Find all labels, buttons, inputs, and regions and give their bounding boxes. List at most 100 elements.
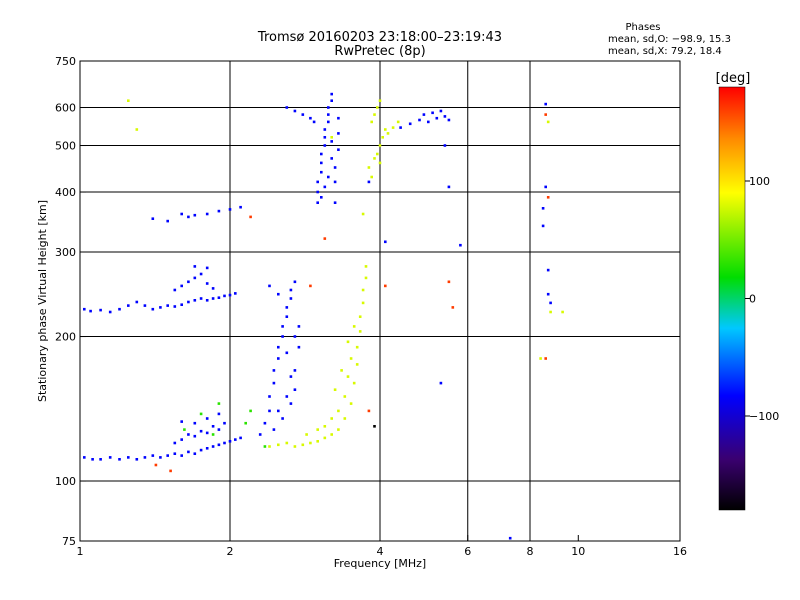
data-point — [223, 421, 226, 425]
data-point — [323, 144, 327, 147]
data-point — [539, 357, 542, 360]
data-point — [337, 148, 340, 151]
y-tick-label: 500 — [55, 140, 76, 153]
data-point — [330, 417, 333, 420]
chart-subtitle: RwPretec (8p) — [334, 44, 425, 59]
data-point — [211, 445, 215, 448]
data-point — [277, 345, 280, 349]
data-point — [378, 99, 382, 102]
data-point — [378, 161, 382, 165]
data-point — [187, 450, 190, 454]
data-point — [337, 428, 340, 431]
data-point — [293, 109, 297, 113]
data-point — [361, 212, 365, 216]
data-point — [272, 381, 276, 385]
data-point — [373, 113, 376, 116]
data-point — [199, 412, 203, 416]
data-point — [384, 240, 387, 244]
data-point — [187, 215, 190, 219]
axis-ticks: 1 2 4 6 8 10 16 75 100 200 300 400 500 600 750 — [55, 55, 687, 558]
data-point — [323, 185, 327, 189]
data-point — [91, 458, 94, 461]
data-point — [285, 306, 289, 309]
data-point — [193, 434, 197, 438]
data-point — [343, 395, 347, 398]
data-point — [151, 307, 155, 311]
data-point — [349, 357, 353, 360]
data-point — [263, 445, 267, 448]
data-point — [159, 456, 162, 459]
y-tick-label: 75 — [62, 535, 76, 548]
data-point — [316, 428, 319, 431]
data-point — [135, 458, 139, 461]
data-point — [544, 357, 547, 360]
data-point — [211, 297, 215, 300]
data-point — [285, 351, 289, 355]
data-point — [364, 276, 368, 280]
data-point — [223, 294, 226, 298]
data-point — [340, 369, 343, 372]
data-point — [355, 345, 359, 349]
data-point — [327, 106, 330, 109]
data-point — [285, 395, 289, 398]
data-point — [330, 157, 333, 160]
y-tick-label: 750 — [55, 55, 76, 68]
data-point — [330, 433, 333, 436]
colorbar — [718, 86, 746, 511]
data-point — [293, 445, 297, 448]
data-point — [378, 144, 382, 147]
data-point — [301, 113, 305, 116]
data-point — [205, 431, 209, 435]
data-point — [373, 157, 376, 160]
data-points — [83, 92, 564, 540]
data-point — [297, 325, 301, 328]
data-point — [546, 120, 550, 124]
data-point — [316, 180, 319, 184]
data-point — [309, 441, 312, 445]
data-point — [289, 288, 293, 292]
data-point — [289, 375, 293, 378]
data-point — [396, 120, 400, 124]
data-point — [447, 280, 451, 284]
data-point — [83, 307, 86, 311]
data-point — [173, 305, 177, 308]
data-point — [297, 345, 301, 349]
x-tick-label: 6 — [464, 545, 471, 558]
data-point — [343, 417, 347, 420]
data-point — [427, 120, 430, 124]
data-point — [544, 102, 547, 106]
data-point — [285, 106, 289, 109]
stats-x-mode: mean, sd,X: 79.2, 18.4 — [608, 46, 722, 57]
data-point — [312, 120, 316, 124]
data-point — [333, 388, 337, 391]
data-point — [277, 357, 280, 360]
data-point — [352, 325, 356, 328]
data-point — [83, 456, 86, 459]
data-point — [320, 152, 323, 156]
data-point — [166, 304, 169, 307]
data-point — [244, 421, 247, 425]
x-tick-label: 1 — [77, 545, 84, 558]
data-point — [277, 443, 280, 447]
data-point — [193, 452, 197, 455]
data-point — [143, 456, 147, 459]
x-axis-label: Frequency [MHz] — [334, 557, 426, 570]
data-point — [293, 280, 297, 284]
data-point — [193, 421, 197, 425]
data-point — [386, 132, 390, 135]
y-tick-label: 300 — [55, 246, 76, 259]
data-point — [384, 128, 387, 131]
data-point — [546, 196, 550, 199]
data-point — [320, 161, 323, 165]
colorbar-tick-label: 100 — [749, 175, 770, 188]
data-point — [364, 265, 368, 268]
data-point — [193, 265, 197, 268]
data-point — [211, 287, 215, 290]
data-point — [223, 441, 226, 445]
data-point — [180, 284, 183, 288]
data-point — [180, 438, 183, 441]
data-point — [199, 272, 203, 276]
data-point — [281, 417, 284, 420]
data-point — [228, 440, 232, 443]
data-point — [370, 120, 373, 124]
